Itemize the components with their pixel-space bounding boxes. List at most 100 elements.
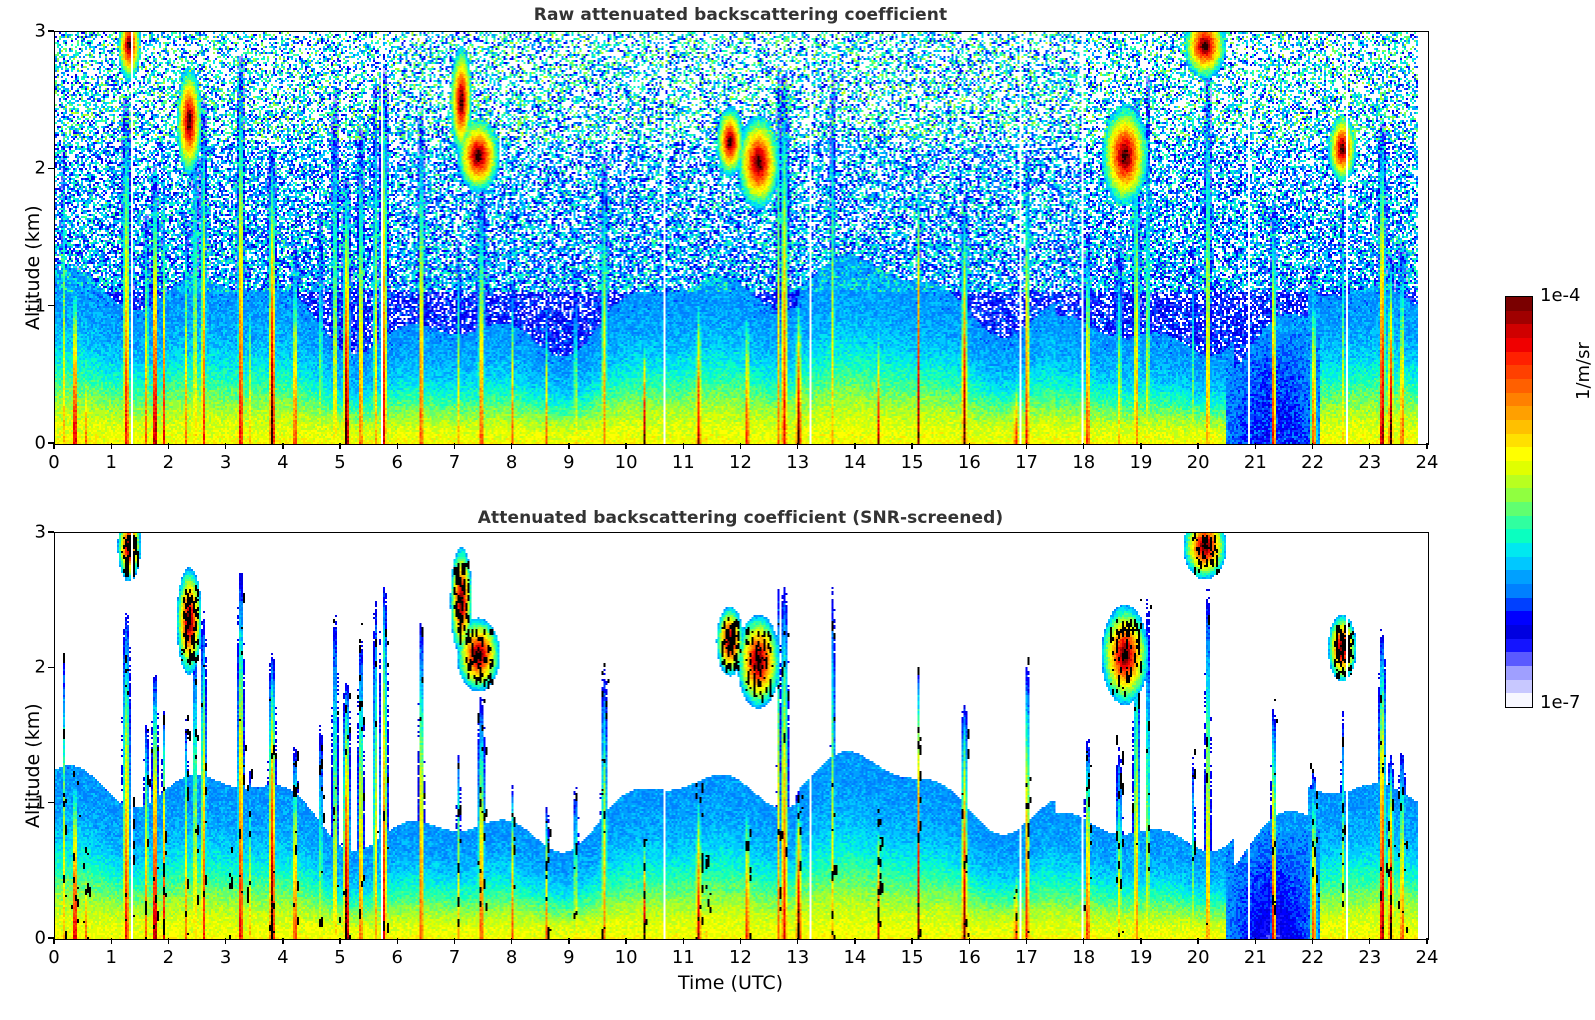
x-tick-label: 0 [48,452,60,473]
x-tick-mark [682,938,684,944]
x-tick-mark [224,938,227,944]
x-tick-label: 21 [1243,452,1267,473]
x-tick-mark [1197,938,1199,944]
x-tick-mark [1083,443,1085,449]
plot-area-screened [54,532,1429,940]
x-tick-mark [854,443,856,449]
x-tick-label: 3 [219,452,232,473]
y-tick-label: 2 [34,656,46,678]
heatmap-screened [55,533,1428,939]
x-tick-label: 7 [448,947,461,968]
x-tick-label: 10 [614,452,638,473]
x-tick-mark [968,443,971,449]
x-axis-label-time: Time (UTC) [678,972,784,994]
x-tick-label: 11 [671,452,695,473]
x-tick-mark [911,938,913,944]
x-tick-mark [739,443,742,449]
x-tick-mark [1369,443,1371,449]
x-tick-label: 18 [1072,947,1096,968]
y-tick-mark [48,442,54,444]
x-tick-mark [167,443,170,449]
colorbar-max-label: 1e-4 [1540,285,1581,306]
y-tick-mark [48,937,54,939]
x-tick-label: 1 [105,452,117,473]
x-tick-mark [339,938,341,944]
x-tick-mark [453,443,456,449]
x-tick-label: 9 [563,452,575,473]
x-tick-label: 14 [843,947,867,968]
x-tick-label: 8 [505,452,518,473]
x-tick-label: 15 [900,947,924,968]
x-tick-label: 17 [1015,947,1038,968]
x-tick-mark [1369,938,1371,944]
x-tick-mark [568,938,570,944]
y-tick-mark [48,30,54,32]
x-tick-mark [396,938,398,944]
colorbar-unit-label: 1/m/sr [1573,342,1594,400]
y-tick-label: 1 [34,792,46,814]
x-tick-label: 5 [334,452,346,473]
x-tick-mark [396,443,398,449]
x-tick-label: 24 [1415,452,1439,473]
y-tick-label: 2 [34,157,46,179]
x-tick-mark [224,443,227,449]
x-tick-label: 10 [614,947,638,968]
x-tick-mark [625,938,627,944]
y-tick-label: 0 [34,927,46,949]
x-tick-mark [110,938,112,944]
x-tick-mark [911,443,913,449]
x-tick-mark [282,938,284,944]
colorbar-min-label: 1e-7 [1540,692,1581,713]
x-tick-mark [53,938,55,944]
panel-title-raw: Raw attenuated backscattering coefficien… [533,5,948,25]
y-tick-label: 3 [34,20,46,42]
x-tick-label: 24 [1415,947,1439,968]
x-tick-label: 11 [671,947,695,968]
x-tick-label: 20 [1186,452,1210,473]
x-tick-mark [1025,443,1028,449]
x-tick-mark [1426,443,1428,449]
x-tick-mark [53,443,55,449]
x-tick-mark [1025,938,1028,944]
x-tick-label: 6 [391,452,403,473]
x-tick-mark [339,443,341,449]
x-tick-mark [1311,938,1314,944]
x-tick-mark [1426,938,1428,944]
x-tick-label: 13 [786,452,810,473]
y-tick-label: 1 [34,295,46,317]
y-tick-mark [48,666,54,669]
y-tick-mark [48,167,54,170]
x-tick-label: 22 [1301,452,1325,473]
x-tick-mark [1140,938,1142,944]
y-tick-mark [48,531,54,533]
x-tick-label: 3 [219,947,232,968]
x-tick-label: 4 [277,947,289,968]
x-tick-mark [739,938,742,944]
x-tick-mark [167,938,170,944]
x-tick-label: 13 [786,947,810,968]
x-tick-label: 15 [900,452,924,473]
x-tick-mark [110,443,112,449]
x-tick-mark [1254,443,1257,449]
x-tick-label: 20 [1186,947,1210,968]
x-tick-mark [797,443,799,449]
x-tick-label: 22 [1301,947,1325,968]
x-tick-label: 16 [957,947,981,968]
x-tick-label: 2 [162,452,175,473]
x-tick-mark [682,443,684,449]
x-tick-mark [1140,443,1142,449]
x-tick-mark [1254,938,1257,944]
x-tick-label: 7 [448,452,461,473]
x-tick-mark [797,938,799,944]
x-tick-mark [1083,938,1085,944]
heatmap-raw [55,32,1428,444]
plot-area-raw [54,31,1429,445]
x-tick-label: 2 [162,947,175,968]
y-tick-mark [48,801,54,804]
x-tick-label: 8 [505,947,518,968]
x-tick-label: 4 [277,452,289,473]
y-axis-label-raw: Altitude (km) [22,205,44,330]
x-tick-label: 0 [48,947,60,968]
x-tick-label: 12 [729,947,752,968]
x-tick-mark [1311,443,1314,449]
